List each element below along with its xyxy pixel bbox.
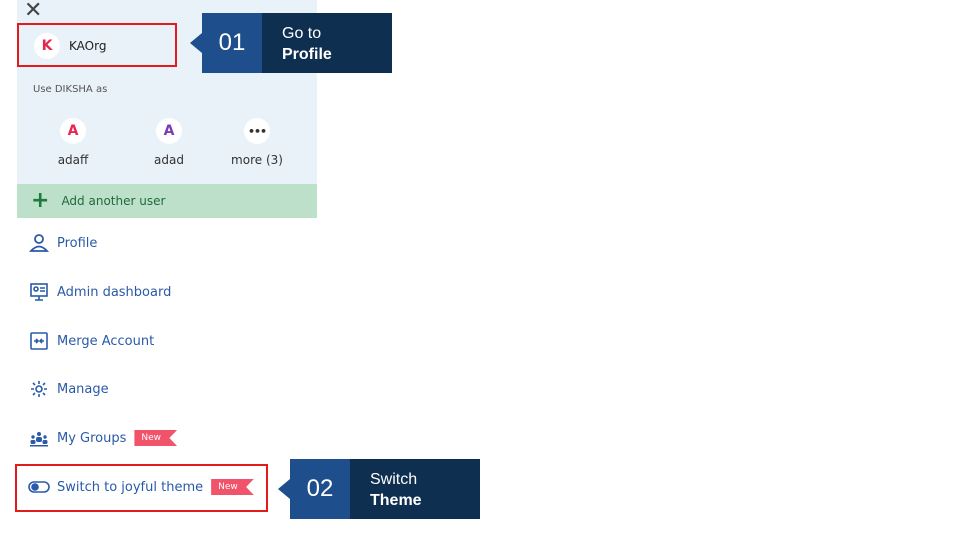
callout-arrow: [278, 479, 290, 499]
switch-user-adad[interactable]: A adad: [134, 118, 204, 167]
menu-item-label: Merge Account: [57, 333, 155, 349]
new-badge: New: [134, 430, 178, 446]
callout-line2: Theme: [370, 492, 422, 509]
gear-icon: [28, 378, 50, 400]
use-as-label: Use DIKSHA as: [33, 84, 108, 95]
menu-item-my-groups[interactable]: My Groups New: [28, 427, 178, 449]
callout-number: 02: [290, 459, 350, 519]
menu-item-admin-dashboard[interactable]: Admin dashboard: [28, 281, 171, 303]
current-user[interactable]: K KAOrg: [34, 33, 106, 59]
profile-highlight-box: [17, 23, 177, 67]
new-badge: New: [211, 479, 254, 495]
callout-theme: 02 Switch Theme: [278, 459, 480, 519]
menu-item-profile[interactable]: Profile: [28, 232, 97, 254]
menu-item-merge-account[interactable]: Merge Account: [28, 330, 154, 352]
callout-description: Switch Theme: [350, 459, 480, 519]
groups-icon: [28, 427, 50, 449]
toggle-icon: [28, 476, 50, 498]
callout-line1: Go to: [282, 25, 322, 42]
menu-item-label: Profile: [57, 235, 98, 251]
switch-user-more[interactable]: ••• more (3): [222, 118, 292, 167]
menu-item-label: Manage: [57, 381, 109, 397]
menu-item-manage[interactable]: Manage: [28, 378, 109, 400]
callout-description: Go to Profile: [262, 13, 392, 73]
switch-user-label: adad: [154, 153, 184, 167]
menu-item-label: My Groups: [57, 430, 127, 446]
dashboard-icon: [28, 281, 50, 303]
callout-arrow: [190, 33, 202, 53]
plus-icon: +: [31, 188, 50, 213]
switch-user-label: adaff: [57, 153, 89, 167]
callout-number: 01: [202, 13, 262, 73]
user-icon: [28, 232, 50, 254]
close-icon[interactable]: ✕: [24, 0, 43, 23]
avatar: A: [60, 118, 86, 144]
theme-highlight-box: [15, 464, 268, 512]
callout-line1: Switch: [370, 471, 418, 488]
avatar: A: [156, 118, 182, 144]
menu-item-label: Admin dashboard: [57, 284, 172, 300]
add-another-user-button[interactable]: + Add another user: [17, 184, 317, 218]
callout-profile: 01 Go to Profile: [190, 13, 392, 73]
menu-item-label: Switch to joyful theme: [57, 479, 204, 495]
merge-icon: [28, 330, 50, 352]
callout-line2: Profile: [282, 46, 332, 63]
current-user-avatar: K: [34, 33, 60, 59]
switch-user-adaff[interactable]: A adaff: [38, 118, 108, 167]
menu-item-switch-theme[interactable]: Switch to joyful theme New: [28, 476, 254, 498]
more-icon: •••: [244, 118, 270, 144]
add-user-label: Add another user: [61, 194, 166, 208]
switch-user-label: more (3): [231, 153, 283, 167]
current-user-name: KAOrg: [69, 39, 107, 53]
